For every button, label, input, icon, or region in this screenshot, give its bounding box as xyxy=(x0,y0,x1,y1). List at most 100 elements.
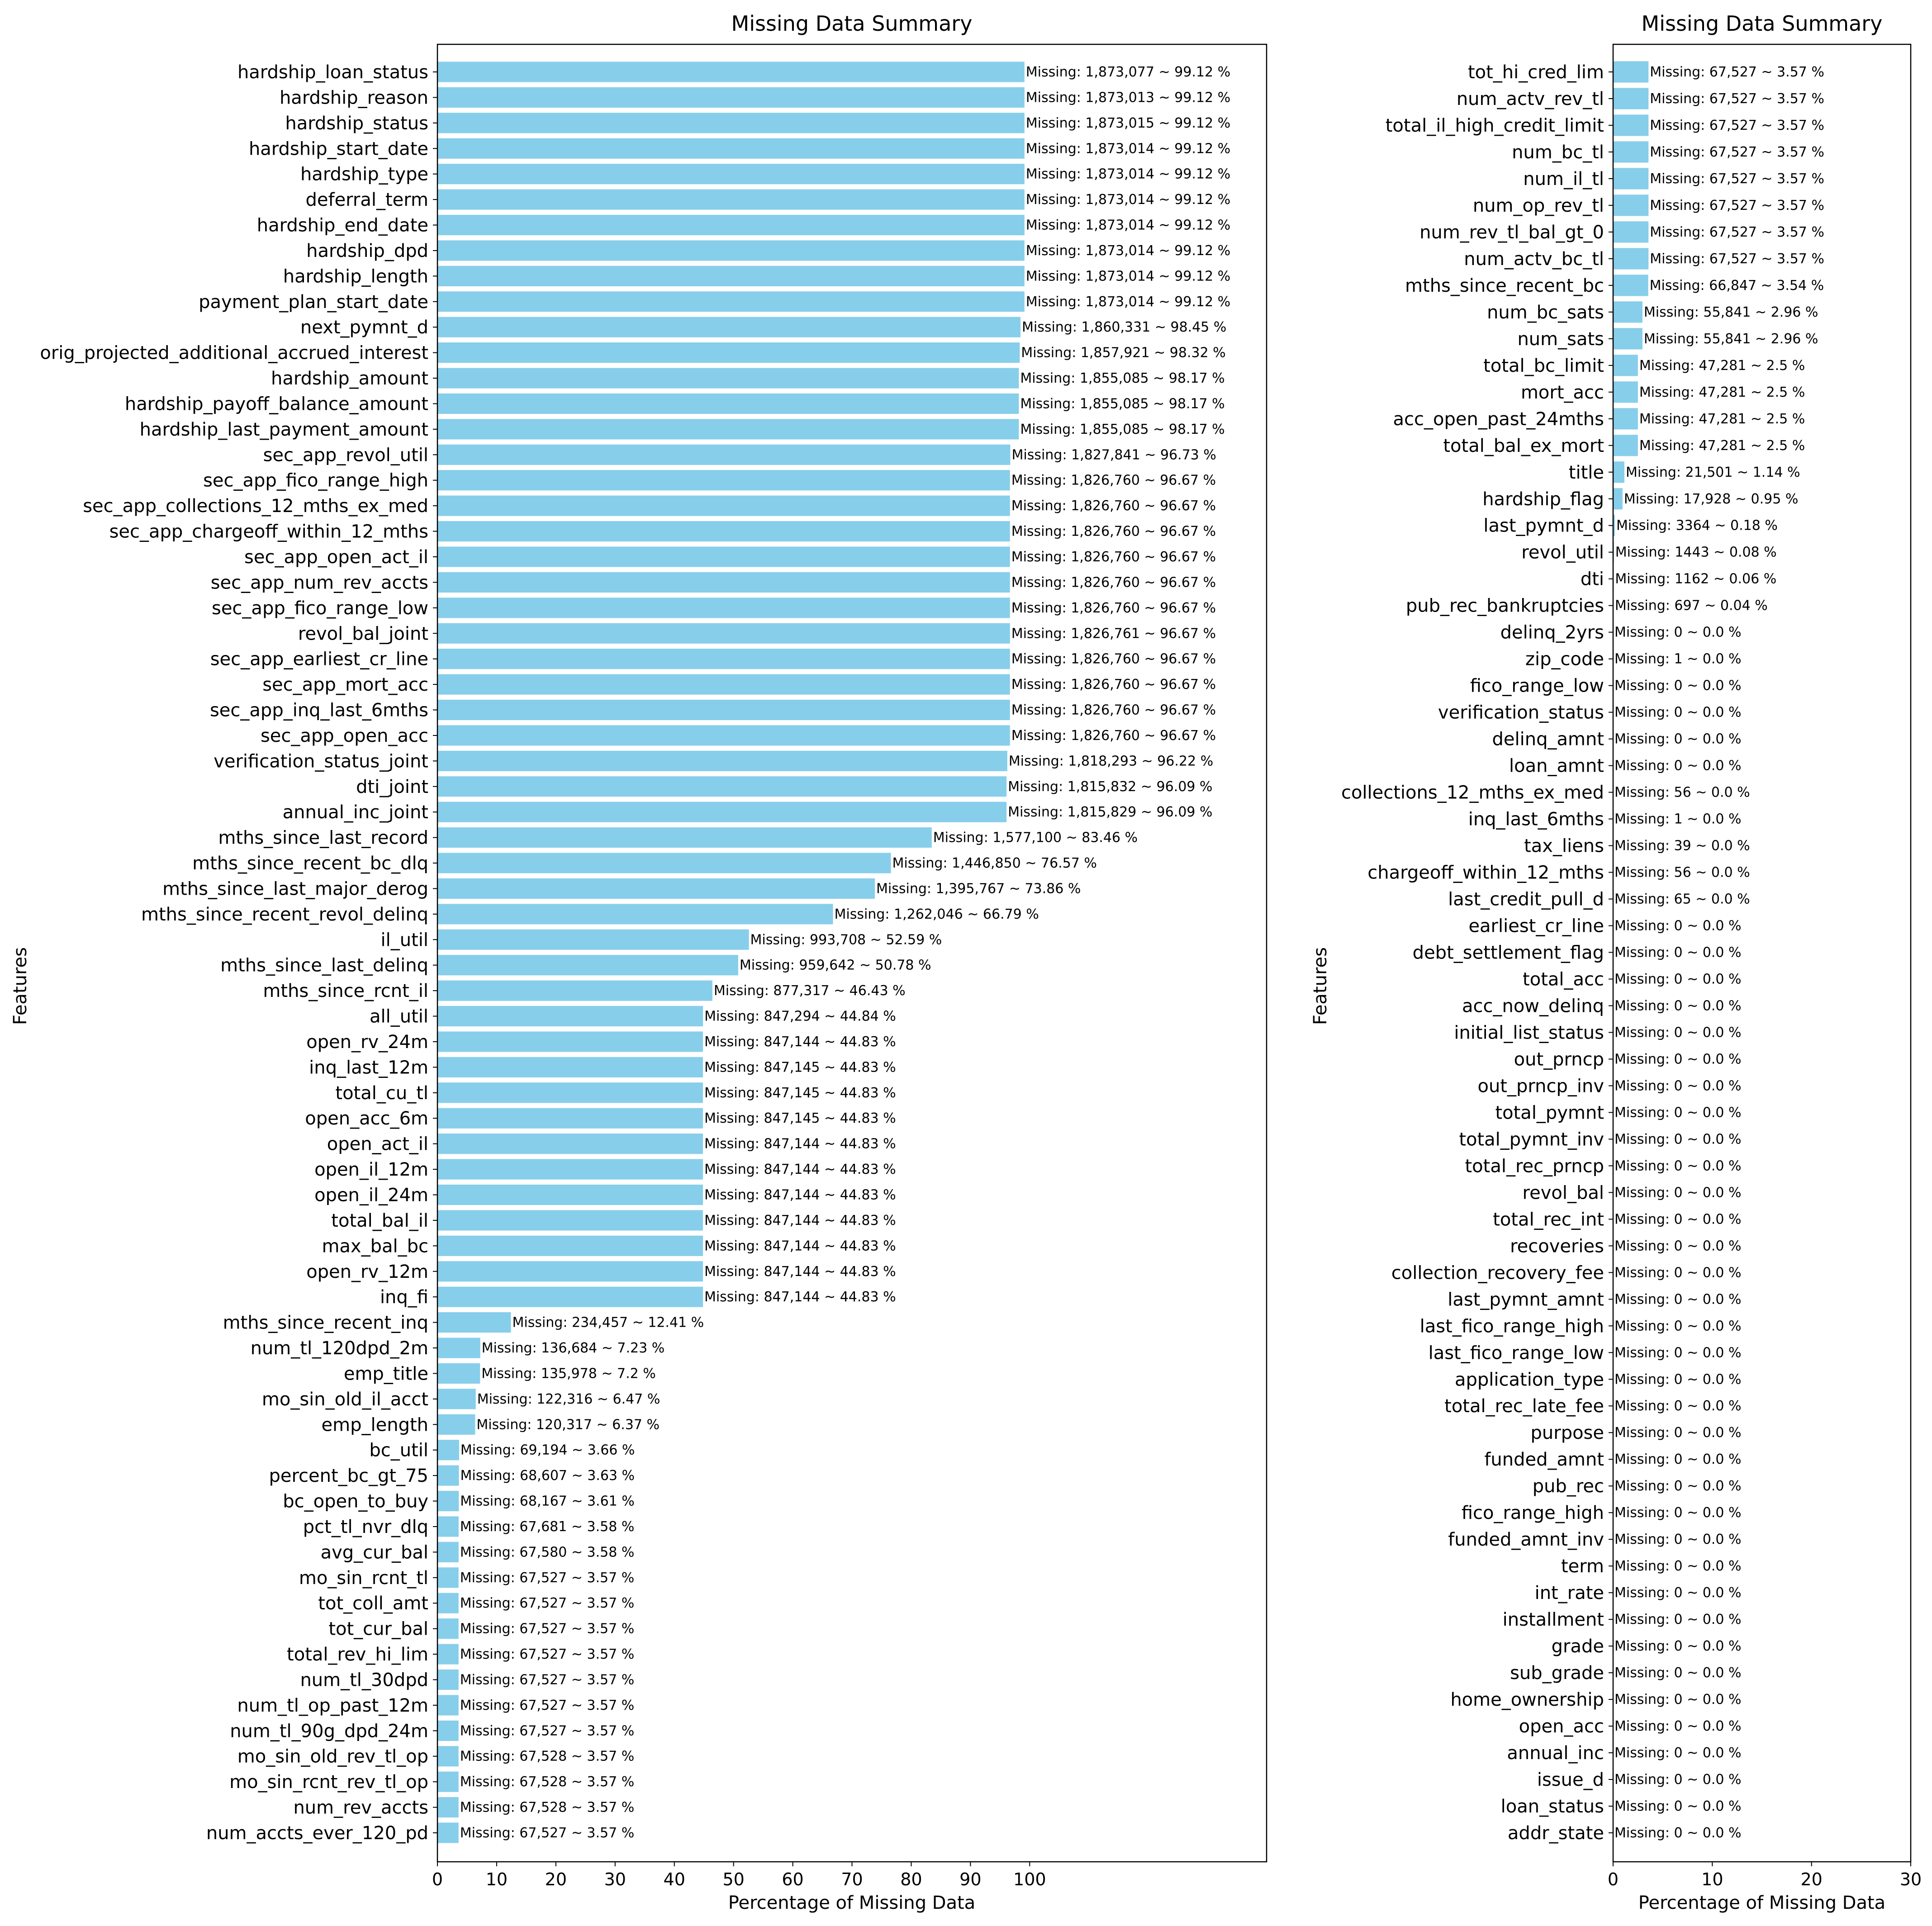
left-bar xyxy=(437,1465,459,1486)
left-bar xyxy=(437,164,1025,185)
left-bar xyxy=(437,802,1007,822)
left-y-tick-label: mths_since_last_delinq xyxy=(220,955,428,976)
right-y-tick-label: collections_12_mths_ex_med xyxy=(1341,783,1604,803)
left-y-tick-label: deferral_term xyxy=(305,190,428,210)
right-y-tick-label: mths_since_recent_bc xyxy=(1405,275,1604,296)
left-y-tick-label: open_il_12m xyxy=(314,1159,428,1180)
left-bar xyxy=(437,113,1025,133)
left-bar xyxy=(437,1440,459,1461)
right-bar xyxy=(1613,381,1638,403)
right-bar-data-label: Missing: 0 ~ 0.0 % xyxy=(1614,1558,1742,1574)
left-y-tick-label: inq_fi xyxy=(380,1287,428,1308)
right-chart-marks: tot_hi_cred_lim Missing: 67,527 ~ 3.57 % n… xyxy=(1341,61,1922,1889)
left-x-tick-label: 100 xyxy=(1013,1869,1046,1889)
right-y-tick-label: recoveries xyxy=(1510,1236,1604,1257)
right-bar-data-label: Missing: 0 ~ 0.0 % xyxy=(1614,1051,1742,1067)
left-bar xyxy=(437,1516,459,1537)
right-y-tick-label: revol_bal xyxy=(1523,1182,1604,1203)
left-bar xyxy=(437,1414,475,1435)
left-y-tick-label: hardship_amount xyxy=(271,368,428,389)
right-bar-data-label: Missing: 55,841 ~ 2.96 % xyxy=(1644,304,1818,320)
left-bar xyxy=(437,955,738,976)
right-y-tick-label: total_il_high_credit_limit xyxy=(1386,115,1604,136)
left-y-tick-label: mths_since_last_record xyxy=(218,828,428,849)
left-bar-data-label: Missing: 1,855,085 ~ 98.17 % xyxy=(1020,396,1225,412)
left-bar xyxy=(437,62,1025,82)
right-bar xyxy=(1613,168,1649,190)
left-y-tick-label: mo_sin_old_rev_tl_op xyxy=(237,1746,428,1767)
left-bar xyxy=(437,1312,511,1333)
left-bar-data-label: Missing: 136,684 ~ 7.23 % xyxy=(482,1340,665,1356)
left-y-tick-label: tot_cur_bal xyxy=(328,1619,428,1640)
right-bar-data-label: Missing: 0 ~ 0.0 % xyxy=(1614,1692,1742,1708)
right-y-tick-label: total_rec_prncp xyxy=(1465,1156,1604,1176)
right-y-tick-label: tot_hi_cred_lim xyxy=(1468,62,1604,83)
left-y-tick-label: hardship_dpd xyxy=(306,241,428,261)
left-chart-marks: hardship_loan_status Missing: 1,873,077 ~… xyxy=(40,62,1230,1889)
right-y-tick-label: annual_inc xyxy=(1507,1743,1604,1764)
right-chart-y-axis-label: Features xyxy=(1310,947,1331,1025)
left-bar-data-label: Missing: 1,818,293 ~ 96.22 % xyxy=(1009,753,1213,769)
left-y-tick-label: mths_since_recent_bc_dlq xyxy=(192,853,428,874)
left-y-tick-label: sec_app_revol_util xyxy=(263,445,428,465)
left-bar-data-label: Missing: 1,826,760 ~ 96.67 % xyxy=(1011,524,1216,540)
right-y-tick-label: last_fico_range_low xyxy=(1429,1343,1604,1363)
left-bar xyxy=(437,1746,459,1767)
right-bar-data-label: Missing: 0 ~ 0.0 % xyxy=(1614,918,1742,934)
right-y-tick-label: application_type xyxy=(1455,1369,1604,1390)
right-chart-title: Missing Data Summary xyxy=(1642,11,1883,36)
right-y-tick-label: loan_amnt xyxy=(1509,756,1604,777)
left-bar xyxy=(437,572,1010,593)
left-y-tick-label: mths_since_rcnt_il xyxy=(263,981,428,1001)
right-y-tick-label: last_pymnt_d xyxy=(1483,516,1604,536)
left-bar-data-label: Missing: 1,873,014 ~ 99.12 % xyxy=(1026,243,1230,259)
right-y-tick-label: dti xyxy=(1581,569,1604,590)
right-bar-data-label: Missing: 56 ~ 0.0 % xyxy=(1614,865,1750,881)
left-bar xyxy=(437,138,1025,159)
right-x-tick-label: 30 xyxy=(1900,1869,1922,1889)
right-y-tick-label: pub_rec_bankruptcies xyxy=(1406,596,1604,617)
right-bar-data-label: Missing: 1 ~ 0.0 % xyxy=(1614,811,1742,827)
right-bar-data-label: Missing: 39 ~ 0.0 % xyxy=(1614,838,1750,854)
left-bar-data-label: Missing: 1,395,767 ~ 73.86 % xyxy=(876,881,1081,897)
right-bar-data-label: Missing: 0 ~ 0.0 % xyxy=(1614,1772,1742,1788)
left-bar xyxy=(437,649,1010,669)
left-bar xyxy=(437,929,749,950)
left-y-tick-label: num_tl_op_past_12m xyxy=(237,1695,428,1716)
left-y-tick-label: num_tl_90g_dpd_24m xyxy=(230,1721,428,1741)
left-bar-data-label: Missing: 67,527 ~ 3.57 % xyxy=(460,1646,635,1662)
left-bar-data-label: Missing: 1,446,850 ~ 76.57 % xyxy=(892,855,1097,871)
left-y-tick-label: hardship_start_date xyxy=(249,138,428,159)
left-bar-data-label: Missing: 67,527 ~ 3.57 % xyxy=(460,1595,635,1611)
left-y-tick-label: open_act_il xyxy=(327,1134,428,1155)
left-bar-data-label: Missing: 122,316 ~ 6.47 % xyxy=(477,1391,660,1407)
right-bar-data-label: Missing: 47,281 ~ 2.5 % xyxy=(1639,411,1805,427)
right-bar-data-label: Missing: 67,527 ~ 3.57 % xyxy=(1650,91,1824,107)
right-chart-plot-frame xyxy=(1612,43,1912,1863)
left-bar xyxy=(437,1542,459,1562)
right-bar xyxy=(1613,461,1624,483)
left-y-tick-label: total_bal_il xyxy=(331,1210,428,1231)
right-bar xyxy=(1613,114,1649,136)
left-y-tick-label: emp_title xyxy=(344,1363,428,1384)
left-bar xyxy=(437,214,1025,236)
left-bar xyxy=(437,1184,703,1205)
right-y-tick-label: home_ownership xyxy=(1450,1689,1604,1710)
right-bar xyxy=(1613,355,1638,376)
right-bar-data-label: Missing: 0 ~ 0.0 % xyxy=(1614,1398,1742,1414)
left-y-tick-label: total_rev_hi_lim xyxy=(287,1644,428,1665)
right-x-tick-label: 20 xyxy=(1800,1869,1822,1889)
left-y-tick-label: sec_app_open_act_il xyxy=(244,547,428,568)
left-y-tick-label: mo_sin_old_il_acct xyxy=(262,1389,428,1410)
left-bar xyxy=(437,87,1025,108)
right-y-tick-label: chargeoff_within_12_mths xyxy=(1367,863,1604,883)
right-y-tick-label: delinq_amnt xyxy=(1492,729,1604,750)
right-y-tick-label: zip_code xyxy=(1525,649,1604,670)
left-bar-data-label: Missing: 68,607 ~ 3.63 % xyxy=(460,1468,635,1484)
right-y-tick-label: total_bc_limit xyxy=(1483,356,1604,376)
right-y-tick-label: revol_util xyxy=(1521,542,1604,563)
right-bar-data-label: Missing: 67,527 ~ 3.57 % xyxy=(1650,198,1824,213)
right-y-tick-label: tax_liens xyxy=(1524,836,1604,857)
left-x-tick-label: 30 xyxy=(604,1869,626,1889)
left-bar-data-label: Missing: 959,642 ~ 50.78 % xyxy=(740,958,931,973)
